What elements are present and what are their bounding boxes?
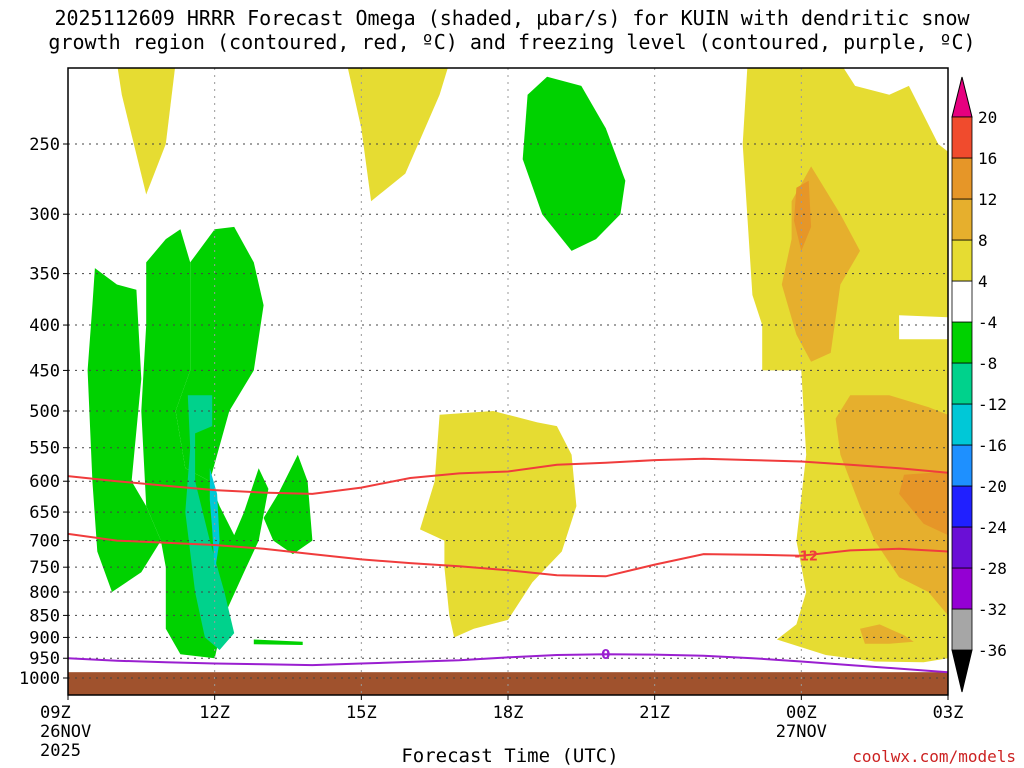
y-tick-label: 700 [29,532,60,552]
colorbar-label: 8 [978,231,988,250]
omega-region-2 [141,229,269,659]
colorbar-label: -24 [978,518,1007,537]
colorbar-below-arrow [951,649,973,693]
colorbar-segment [951,321,973,364]
y-tick-label: 300 [29,205,60,225]
colorbar-segment [951,444,973,487]
omega-region-10 [420,411,577,638]
y-tick-label: 600 [29,472,60,492]
y-tick-label: 250 [29,135,60,155]
colorbar-segment [951,526,973,569]
x-axis-label: Forecast Time (UTC) [401,745,618,767]
colorbar-segment [951,485,973,528]
y-tick-label: 400 [29,316,60,336]
colorbar-label: 4 [978,272,988,291]
omega-region-7 [209,468,220,573]
omega-shading [87,68,948,663]
y-tick-label: 350 [29,265,60,285]
colorbar-label: -28 [978,559,1007,578]
x-tick-label: 00Z [786,703,817,723]
omega-region-6 [185,395,235,650]
credit-link[interactable]: coolwx.com/models [852,747,1016,766]
y-tick-label: 550 [29,439,60,459]
x-tick-date: 26NOV [40,722,91,742]
y-axis-pressure: 2503003504004505005506006507007508008509… [19,135,68,689]
omega-region-8 [347,68,448,202]
x-tick-label: 18Z [493,703,524,723]
colorbar-label: 12 [978,190,997,209]
below-ground-area [68,672,948,695]
omega-region-12 [899,315,948,340]
y-tick-label: 750 [29,558,60,578]
omega-region-4 [263,454,313,555]
y-tick-label: 800 [29,583,60,603]
colorbar-label: -32 [978,600,1007,619]
colorbar: -36 -32 -28 -24 -20 -16 -12 -8 -4 4 8 12 16 20 [951,76,1007,693]
omega-region-9 [522,76,626,251]
colorbar-label: -12 [978,395,1007,414]
omega-region-14 [835,395,948,616]
omega-region-1 [87,268,161,592]
colorbar-segment [951,198,973,241]
colorbar-label: 16 [978,149,997,168]
contour-label: -12 [794,550,818,565]
colorbar-segment [951,116,973,159]
x-tick-label: 15Z [346,703,377,723]
colorbar-segment [951,567,973,610]
colorbar-label: -36 [978,641,1007,660]
contour-line-0 [68,457,948,495]
y-tick-label: 650 [29,503,60,523]
y-tick-label: 1000 [19,669,60,689]
y-tick-label: 450 [29,361,60,381]
contour-line-2 [68,653,948,674]
colorbar-segment [951,608,973,651]
colorbar-segment [951,403,973,446]
colorbar-label: -16 [978,436,1007,455]
omega-region-0 [117,68,175,195]
omega-region-5 [253,639,303,645]
y-tick-label: 900 [29,628,60,648]
chart-title: 2025112609 HRRR Forecast Omega (shaded, … [48,6,976,54]
y-tick-label: 950 [29,649,60,669]
colorbar-label: -8 [978,354,997,373]
contour-line-1 [68,532,948,578]
x-tick-label: 21Z [639,703,670,723]
y-tick-label: 850 [29,606,60,626]
colorbar-segment [951,157,973,200]
x-tick-label: 09Z [40,703,71,723]
x-tick-label: 12Z [199,703,230,723]
x-tick-label: 03Z [933,703,964,723]
colorbar-segment [951,239,973,282]
contour-labels: -12 0 [601,550,818,663]
y-tick-label: 500 [29,402,60,422]
colorbar-label: -20 [978,477,1007,496]
omega-region-17 [899,471,948,536]
colorbar-label: 20 [978,108,997,127]
colorbar-segment [951,280,973,323]
colorbar-above-arrow [951,76,973,118]
x-tick-date: 27NOV [776,722,827,742]
contour-label: 0 [601,648,610,663]
colorbar-segment [951,362,973,405]
colorbar-label: -4 [978,313,997,332]
temperature-contours [68,457,948,674]
omega-region-16 [794,180,812,251]
x-tick-year: 2025 [40,741,81,761]
omega-region-15 [860,624,914,644]
